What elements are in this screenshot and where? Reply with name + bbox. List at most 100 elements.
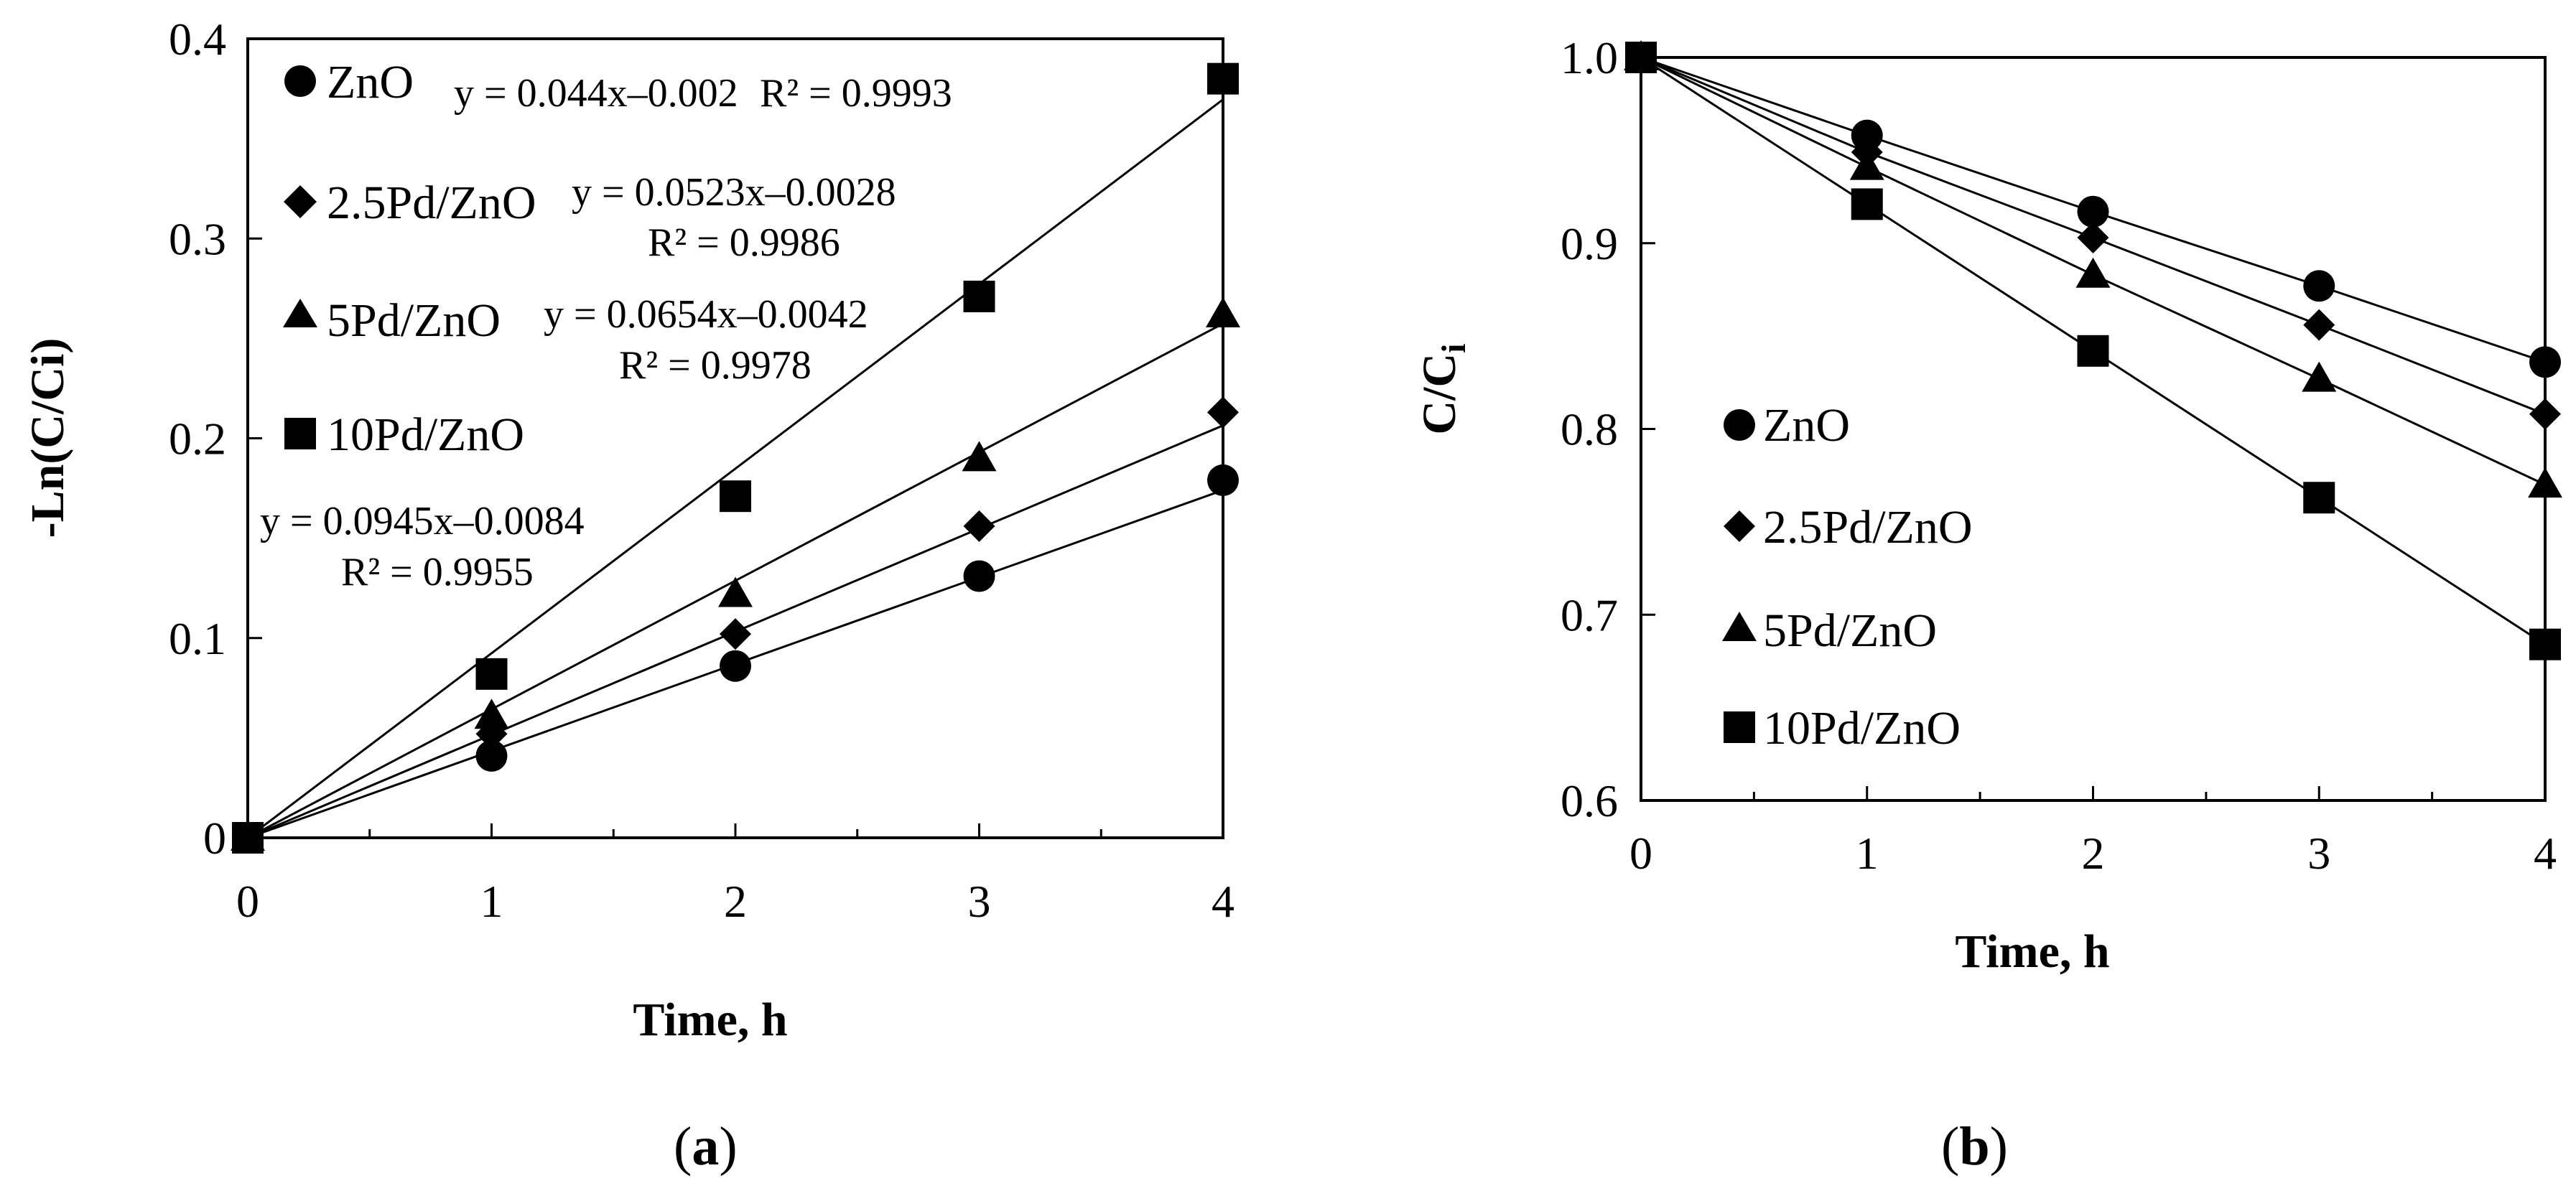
x-tick-label: 1 <box>1856 828 1879 879</box>
x-tick-label: 3 <box>968 876 991 927</box>
data-point-10pd-zno <box>1625 42 1657 73</box>
x-tick-label: 4 <box>1212 876 1234 927</box>
legend-label: ZnO <box>327 56 414 108</box>
trendline-10pd-zno <box>247 98 1224 839</box>
data-point-2-5pd-zno <box>2077 221 2109 253</box>
legend-label: 5Pd/ZnO <box>1763 604 1937 657</box>
panel-label-close: ) <box>719 1116 737 1177</box>
data-point-5pd-zno <box>474 699 509 729</box>
diamond-marker-icon <box>1724 510 1755 542</box>
panel-a-chart: 0 1 2 3 4 0 0.1 0.2 0.3 0.4 -Ln(C/Ci) Time, h ZnO… <box>22 14 1240 1177</box>
x-tick-label: 3 <box>2307 828 2330 879</box>
data-point-10pd-zno <box>2529 628 2561 660</box>
triangle-marker-icon <box>283 299 317 327</box>
data-point-10pd-zno <box>963 280 995 312</box>
panel-a-legend: ZnO 2.5Pd/ZnO 5Pd/ZnO 10Pd/ZnO <box>283 56 536 461</box>
panel-a-x-axis-title: Time, h <box>633 994 787 1046</box>
panel-b-y-axis-title: C/Ci <box>1413 343 1473 434</box>
y-tick-label: 0.4 <box>169 14 226 65</box>
square-marker-icon <box>1724 711 1755 743</box>
data-point-zno <box>475 739 508 772</box>
panel-label-letter: a <box>692 1116 719 1177</box>
data-point-2-5pd-zno <box>2529 398 2561 430</box>
square-marker-icon <box>284 418 316 449</box>
data-point-10pd-zno <box>1851 188 1883 220</box>
panel-a-equations: y = 0.044x–0.002 R² = 0.9993 y = 0.0523x… <box>260 71 952 594</box>
legend-item-10pd-zno: 10Pd/ZnO <box>1724 702 1961 755</box>
r2-5pd-zno: R² = 0.9978 <box>619 343 812 388</box>
x-tick-label: 4 <box>2534 828 2557 879</box>
data-point-zno <box>2077 195 2109 228</box>
data-point-zno <box>963 560 995 592</box>
y-tick-label: 0.9 <box>1561 218 1618 269</box>
legend-item-2-5pd-zno: 2.5Pd/ZnO <box>1724 501 1973 554</box>
panel-label-open: ( <box>1941 1116 1959 1177</box>
data-point-zno <box>2303 270 2335 302</box>
panel-b-legend: ZnO 2.5Pd/ZnO 5Pd/ZnO 10Pd/ZnO <box>1722 399 1973 755</box>
data-point-zno <box>2529 346 2561 378</box>
legend-item-5pd-zno: 5Pd/ZnO <box>1722 604 1937 657</box>
x-tick-label: 2 <box>2082 828 2105 879</box>
y-axis-title-subscript: i <box>1435 343 1473 352</box>
panel-b-axes: 0 1 2 3 4 0.6 0.7 0.8 0.9 1.0 <box>1561 32 2557 879</box>
legend-item-zno: ZnO <box>284 56 414 108</box>
equation-5pd-zno: y = 0.0654x–0.0042 <box>544 292 868 337</box>
data-point-10pd-zno <box>232 822 264 854</box>
data-point-2-5pd-zno <box>2303 309 2335 341</box>
circle-marker-icon <box>1724 409 1755 441</box>
data-point-10pd-zno <box>720 480 751 513</box>
circle-marker-icon <box>284 65 316 97</box>
equation-2-5pd-zno: y = 0.0523x–0.0028 <box>572 170 896 215</box>
data-point-5pd-zno <box>2075 257 2111 288</box>
data-point-zno <box>1207 464 1239 496</box>
data-point-2-5pd-zno <box>963 510 995 542</box>
data-point-5pd-zno <box>1206 296 1240 327</box>
y-tick-label: 0.8 <box>1561 404 1618 455</box>
legend-item-zno: ZnO <box>1724 399 1850 452</box>
panel-label-open: ( <box>674 1116 692 1177</box>
x-tick-label: 0 <box>236 876 259 927</box>
y-tick-label: 0.2 <box>169 414 226 464</box>
legend-label: ZnO <box>1763 399 1850 452</box>
data-point-5pd-zno <box>718 576 753 607</box>
r2-2-5pd-zno: R² = 0.9986 <box>648 220 840 265</box>
y-tick-label: 0.1 <box>169 613 226 664</box>
data-point-5pd-zno <box>2302 361 2337 392</box>
y-axis-title-main: C/C <box>1413 353 1466 435</box>
legend-label: 2.5Pd/ZnO <box>1763 501 1973 554</box>
legend-label: 10Pd/ZnO <box>327 408 524 461</box>
data-point-zno <box>1851 119 1883 151</box>
legend-label: 2.5Pd/ZnO <box>327 177 536 229</box>
data-point-2-5pd-zno <box>1207 396 1239 429</box>
panel-a-axes: 0 1 2 3 4 0 0.1 0.2 0.3 0.4 <box>169 14 1234 927</box>
y-tick-label: 0 <box>203 813 226 864</box>
panel-a-y-axis-title: -Ln(C/Ci) <box>22 338 74 538</box>
data-point-5pd-zno <box>2528 467 2562 498</box>
panel-b-data-points <box>1624 40 2562 660</box>
equation-zno: y = 0.044x–0.002 <box>454 71 738 116</box>
y-tick-label: 0.7 <box>1561 589 1618 640</box>
data-point-zno <box>720 650 751 682</box>
legend-item-5pd-zno: 5Pd/ZnO <box>283 294 501 347</box>
x-tick-label: 2 <box>724 876 747 927</box>
panel-b-label: (b) <box>1941 1116 2008 1177</box>
legend-item-2-5pd-zno: 2.5Pd/ZnO <box>284 177 536 229</box>
data-point-10pd-zno <box>2077 335 2109 367</box>
panel-a-label: (a) <box>674 1116 738 1177</box>
equation-10pd-zno: y = 0.0945x–0.0084 <box>260 499 585 543</box>
panel-b-chart: 0 1 2 3 4 0.6 0.7 0.8 0.9 1.0 C/Ci Time, h ZnO 2.… <box>1413 32 2562 1177</box>
y-tick-label: 0.6 <box>1561 775 1618 826</box>
triangle-marker-icon <box>1722 612 1757 641</box>
data-point-10pd-zno <box>1207 62 1239 95</box>
legend-label: 10Pd/ZnO <box>1763 702 1961 755</box>
diamond-marker-icon <box>284 185 317 218</box>
panel-a-data-points <box>231 62 1240 854</box>
data-point-5pd-zno <box>1849 149 1884 180</box>
data-point-2-5pd-zno <box>720 618 751 650</box>
data-point-5pd-zno <box>962 441 997 472</box>
y-tick-label: 1.0 <box>1561 32 1618 83</box>
legend-item-10pd-zno: 10Pd/ZnO <box>284 408 524 461</box>
panel-label-letter: b <box>1959 1116 1989 1177</box>
y-tick-label: 0.3 <box>169 213 226 264</box>
